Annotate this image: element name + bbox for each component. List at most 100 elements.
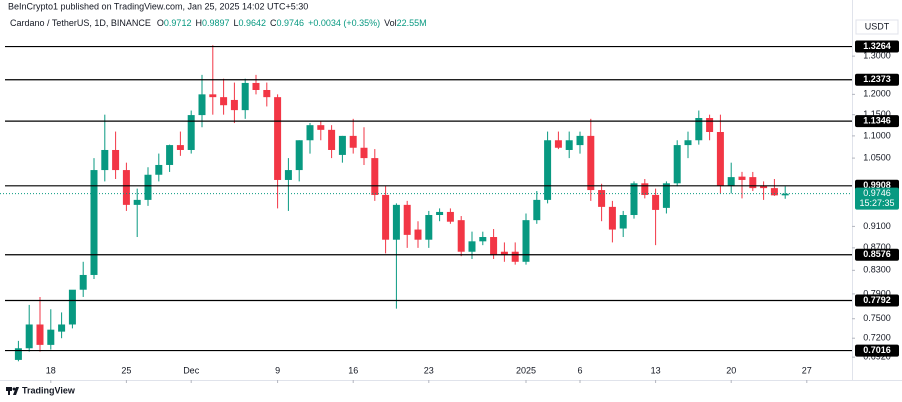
- candle-body: [414, 229, 422, 240]
- y-tick-label: 1.3000: [863, 51, 891, 61]
- ohlc-key: O: [157, 18, 164, 28]
- candle-body: [317, 125, 325, 130]
- level-label: 1.3264: [863, 41, 891, 51]
- candle-body: [209, 94, 217, 98]
- candle-body: [14, 348, 22, 360]
- candle-body: [68, 289, 76, 325]
- x-tick-label: 18: [46, 365, 56, 375]
- symbol: Cardano / TetherUS, 1D, BINANCE: [10, 18, 151, 28]
- candle-body: [360, 147, 368, 159]
- candle-body: [25, 324, 33, 349]
- level-label-box: [855, 248, 899, 261]
- candle-body: [522, 220, 530, 262]
- candle-body: [306, 125, 314, 141]
- candle-body: [684, 140, 692, 146]
- x-tick-label: 25: [121, 365, 131, 375]
- candle-body: [155, 164, 163, 175]
- currency-box: [855, 19, 899, 35]
- ohlc-value: 0.9897: [202, 18, 230, 28]
- symbol-legend: Cardano / TetherUS, 1D, BINANCE O0.9712 H0…: [10, 18, 427, 28]
- y-tick-label: 1.1500: [863, 109, 891, 119]
- candle-body: [371, 158, 379, 195]
- candle-body: [79, 274, 87, 290]
- x-tick-label: 23: [424, 365, 434, 375]
- candle-body: [198, 94, 206, 116]
- y-tick-label: 0.8700: [863, 242, 891, 252]
- level-label-box: [855, 115, 899, 128]
- level-label: 0.7792: [863, 295, 891, 305]
- x-tick-label: 13: [651, 365, 661, 375]
- candle-body: [58, 324, 66, 332]
- candle-body: [706, 118, 714, 132]
- candle-body: [144, 174, 152, 200]
- candle-body: [112, 149, 120, 171]
- candle-body: [187, 115, 195, 150]
- level-label-box: [855, 344, 899, 357]
- y-tick-label: 1.1000: [863, 130, 891, 140]
- ohlc-key: C: [270, 18, 277, 28]
- candle-body: [176, 145, 184, 150]
- level-label: 1.2373: [863, 74, 891, 84]
- candle-body: [781, 193, 789, 196]
- level-label-box: [855, 73, 899, 86]
- candle-body: [468, 241, 476, 252]
- candle-body: [479, 237, 487, 242]
- candle-body: [457, 220, 465, 252]
- candle-body: [760, 185, 768, 189]
- level-label-box: [855, 294, 899, 307]
- candle-body: [133, 199, 141, 205]
- candle-body: [295, 140, 303, 171]
- level-label: 0.7016: [863, 345, 891, 355]
- x-tick-label: 6: [577, 365, 582, 375]
- x-tick-label: 27: [802, 365, 812, 375]
- candle-body: [122, 170, 130, 205]
- candle-body: [500, 251, 508, 256]
- level-label-box: [855, 40, 899, 53]
- published-note: BeInCrypto1 published on TradingView.com…: [8, 1, 308, 11]
- candle-body: [695, 118, 703, 141]
- logo: [6, 387, 19, 395]
- candle-body: [230, 99, 238, 111]
- y-tick-label: 0.9100: [863, 221, 891, 231]
- x-tick-label: 2025: [516, 365, 536, 375]
- volume: 22.55M: [397, 18, 427, 28]
- candle-body: [533, 199, 541, 221]
- brand: TradingView: [22, 385, 76, 395]
- x-tick-label: 9: [275, 365, 280, 375]
- level-label: 1.1346: [863, 115, 891, 125]
- y-tick-label: 0.7200: [863, 333, 891, 343]
- candle-body: [274, 97, 282, 180]
- candle-body: [284, 170, 292, 180]
- level-label: 0.8576: [863, 249, 891, 259]
- y-tick-label: 0.7900: [863, 288, 891, 298]
- candle-body: [576, 135, 584, 146]
- y-tick-label: 0.8300: [863, 265, 891, 275]
- candle-body: [436, 211, 444, 216]
- ohlc-key: H: [195, 18, 202, 28]
- candle-body: [382, 194, 390, 240]
- candle-body: [392, 204, 400, 240]
- candle-body: [608, 206, 616, 230]
- candle-body: [425, 215, 433, 240]
- candle-body: [652, 194, 660, 210]
- candle-body: [554, 140, 562, 148]
- candle-body: [490, 237, 498, 256]
- candle-body: [36, 324, 44, 345]
- x-tick-label: 20: [726, 365, 736, 375]
- change: +0.0034 (+0.35%): [308, 18, 380, 28]
- logo-shape: [8, 387, 10, 395]
- candle-body: [241, 82, 249, 111]
- candle-body: [446, 211, 454, 222]
- x-tick-label: Dec: [183, 365, 200, 375]
- candle-body: [166, 145, 174, 165]
- candle-body: [673, 145, 681, 184]
- y-tick-label: 0.7500: [863, 313, 891, 323]
- candle-body: [220, 97, 228, 106]
- candle-body: [716, 131, 724, 186]
- level-label: 0.9908: [863, 180, 891, 190]
- candle-body: [338, 135, 346, 155]
- y-tick-label: 1.2000: [863, 89, 891, 99]
- candle-body: [598, 190, 606, 207]
